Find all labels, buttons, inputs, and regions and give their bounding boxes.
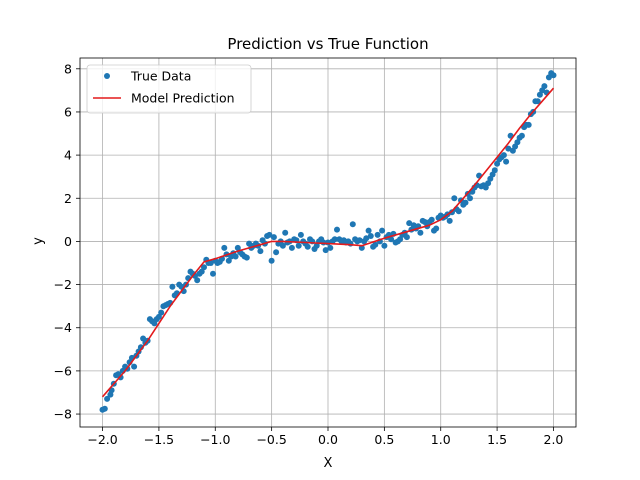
true-data-point [266, 231, 273, 238]
y-tick-label: −2 [54, 277, 72, 292]
legend-label-true-data: True Data [130, 69, 191, 84]
plot-area [79, 57, 577, 428]
true-data-point [334, 226, 340, 233]
true-data-point [295, 242, 302, 249]
y-tick-label: −6 [54, 363, 72, 378]
true-data-point [104, 395, 111, 402]
y-tick-label: 6 [64, 104, 72, 119]
true-data-point [358, 244, 365, 251]
y-tick-label: 4 [64, 148, 72, 163]
true-data-point [169, 283, 176, 290]
true-data-point [525, 121, 532, 128]
x-tick-label: −2.0 [87, 432, 117, 447]
true-data-point [388, 236, 395, 243]
true-data-point [257, 248, 264, 255]
true-data-point [158, 309, 165, 316]
ticks: −2.0 −1.5 −1.0 −0.5 0.0 0.5 1.0 1.5 2.0 −8 −6 −4 −2 0… [54, 61, 564, 447]
true-data-point [349, 221, 356, 228]
true-data-point [451, 195, 458, 202]
true-data-point [518, 132, 525, 139]
true-data-point [541, 83, 548, 90]
true-data-point [279, 242, 286, 249]
legend: True Data Model Prediction [86, 64, 252, 114]
x-axis-label: X [324, 456, 333, 471]
x-tick-label: 1.0 [431, 432, 451, 447]
true-data-point [381, 242, 388, 249]
true-data-point [374, 231, 381, 238]
true-data-point [356, 237, 363, 244]
true-data-point [379, 227, 386, 234]
true-data-point [367, 233, 374, 239]
true-data-point [210, 270, 216, 277]
y-tick-label: 2 [64, 191, 72, 206]
true-data-point [270, 234, 277, 241]
true-data-point [288, 244, 295, 251]
true-data-point [201, 264, 207, 271]
x-tick-label: 1.5 [487, 432, 507, 447]
model-prediction-series [101, 87, 555, 398]
x-tick-label: −1.5 [144, 432, 174, 447]
true-data-point [322, 247, 329, 254]
true-data-point [282, 229, 289, 236]
true-data-point [446, 217, 453, 224]
true-data-point [534, 98, 541, 105]
true-data-point [221, 244, 228, 251]
true-data-point [505, 145, 512, 152]
x-tick-label: 0.5 [374, 432, 394, 447]
y-tick-label: 8 [64, 61, 72, 76]
true-data-point [500, 152, 507, 159]
x-tick-label: 2.0 [544, 432, 564, 447]
y-tick-label: −4 [54, 320, 72, 335]
y-tick-label: 0 [64, 234, 72, 249]
true-data-point [331, 236, 338, 243]
true-data-point [347, 240, 354, 247]
model-prediction-line [101, 87, 555, 398]
x-tick-label: 0.0 [318, 432, 338, 447]
true-data-point [449, 209, 455, 216]
true-data-point [297, 231, 304, 238]
chart-title: Prediction vs True Function [227, 35, 428, 53]
true-data-point [455, 208, 462, 215]
true-data-point [365, 227, 372, 234]
y-tick-label: −8 [54, 407, 72, 422]
true-data-point [101, 405, 108, 412]
legend-box [86, 64, 252, 114]
true-data-point [232, 253, 239, 260]
true-data-point [268, 257, 275, 264]
true-data-point [433, 225, 440, 232]
true-data-point [243, 254, 250, 261]
true-data-point [428, 216, 435, 223]
true-data-point [550, 72, 557, 79]
true-data-point [397, 236, 404, 243]
legend-label-model-prediction: Model Prediction [131, 91, 235, 106]
true-data-point [503, 158, 510, 165]
x-tick-label: −0.5 [256, 432, 286, 447]
true-data-point [131, 363, 138, 370]
true-data-point [417, 229, 424, 236]
true-data-point [406, 220, 413, 227]
true-data-point [273, 249, 280, 256]
true-data-point [194, 277, 201, 284]
true-data-point [462, 199, 469, 206]
y-axis-label: y [31, 237, 46, 245]
true-data-point [207, 260, 214, 266]
legend-marker-true-data [104, 73, 110, 79]
true-data-point [327, 244, 334, 251]
true-data-point [363, 235, 370, 242]
true-data-point [491, 167, 498, 174]
true-data-point [304, 243, 311, 250]
true-data-point [403, 234, 410, 241]
x-tick-label: −1.0 [200, 432, 230, 447]
true-data-point [372, 241, 379, 248]
true-data-point [467, 195, 473, 202]
